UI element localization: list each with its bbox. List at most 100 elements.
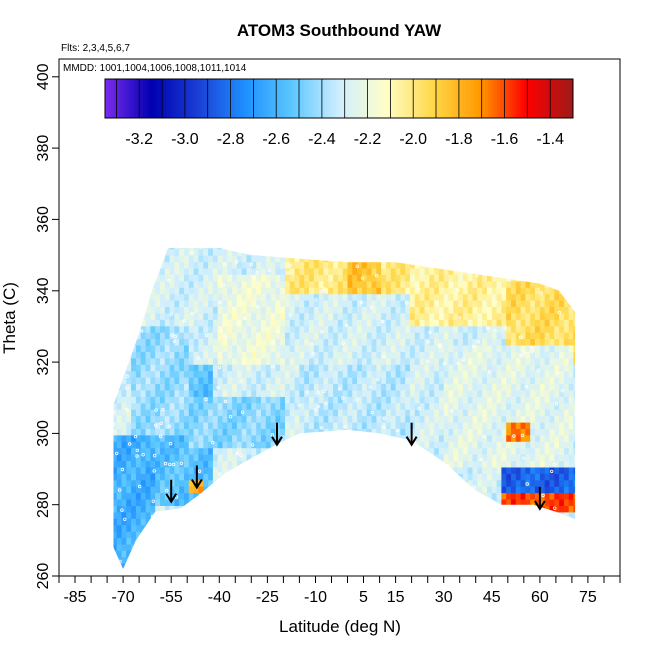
heat-cell: [261, 518, 267, 526]
heat-cell: [261, 486, 267, 494]
heat-cell: [285, 377, 291, 384]
heat-cell: [506, 531, 512, 539]
heat-cell: [443, 364, 450, 372]
heat-cell: [515, 409, 522, 417]
heat-cell: [342, 511, 349, 519]
heat-cell: [347, 499, 353, 506]
heat-cell: [121, 338, 127, 346]
heat-cell: [285, 345, 291, 352]
heat-cell: [289, 550, 296, 558]
heat-cell: [381, 248, 387, 250]
heat-cell: [150, 486, 156, 494]
heat-cell: [525, 248, 531, 256]
heat-cell: [472, 415, 478, 423]
heat-cell: [188, 389, 195, 397]
heat-cell: [414, 454, 421, 462]
heat-cell: [160, 248, 166, 256]
heat-cell: [424, 325, 430, 333]
heat-cell: [414, 261, 421, 269]
heat-cell: [390, 460, 397, 468]
heat-cell: [395, 351, 401, 359]
heat-cell: [438, 518, 445, 526]
heat-cell: [294, 338, 300, 346]
heat-cell: [208, 409, 214, 417]
heat-cell: [549, 428, 555, 436]
heat-cell: [309, 248, 315, 256]
heat-cell: [352, 300, 358, 307]
heat-cell: [246, 306, 252, 314]
heat-cell: [289, 312, 296, 320]
heat-cell: [554, 511, 560, 519]
heat-cell: [140, 364, 147, 372]
heat-cell: [227, 556, 233, 564]
heat-cell: [390, 280, 397, 288]
heat-cell: [323, 531, 329, 539]
heat-cell: [443, 293, 450, 301]
heat-cell: [414, 300, 421, 307]
heat-cell: [467, 389, 474, 397]
heat-cell: [371, 293, 377, 301]
heat-cell: [458, 396, 464, 404]
heat-cell: [265, 492, 272, 500]
heat-cell: [371, 248, 377, 250]
heat-cell: [184, 274, 190, 282]
heat-cell: [400, 524, 406, 532]
heat-cell: [405, 537, 411, 545]
heat-cell: [525, 280, 531, 288]
heat-cell: [535, 306, 541, 314]
heat-cell: [309, 300, 315, 307]
heat-cell: [434, 454, 440, 462]
heat-cell: [559, 543, 565, 551]
heat-cell: [482, 492, 488, 500]
heat-cell: [453, 505, 459, 513]
heat-cell: [563, 505, 570, 513]
heat-cell: [429, 248, 435, 256]
heat-cell: [371, 556, 377, 564]
heat-cell: [169, 319, 175, 327]
heat-cell: [443, 248, 450, 256]
heat-cell: [304, 293, 310, 301]
heat-cell: [227, 364, 233, 372]
heat-cell: [511, 409, 517, 417]
heat-cell: [467, 479, 474, 487]
heat-cell: [174, 312, 180, 320]
heat-cell: [270, 293, 276, 301]
heat-cell: [179, 543, 185, 551]
heat-cell: [131, 332, 137, 340]
heat-cell: [299, 248, 305, 250]
heat-cell: [270, 492, 276, 500]
heat-cell: [448, 518, 454, 526]
heat-cell: [381, 428, 387, 436]
heat-cell: [467, 518, 474, 526]
heat-cell: [232, 338, 238, 346]
heat-cell: [323, 486, 329, 494]
heat-cell: [299, 319, 305, 327]
heat-cell: [511, 473, 517, 481]
heat-cell: [246, 524, 252, 532]
heat-cell: [381, 441, 387, 449]
heat-cell: [236, 556, 243, 564]
heat-cell: [549, 351, 555, 359]
heat-cell: [453, 434, 459, 442]
heat-cell: [535, 447, 541, 455]
heat-cell: [438, 499, 445, 506]
heat-cell: [241, 524, 248, 532]
heat-cell: [198, 345, 204, 352]
heat-cell: [386, 248, 392, 250]
heat-cell: [496, 274, 502, 282]
heat-cell: [227, 415, 233, 423]
heat-cell: [347, 377, 353, 384]
heat-cell: [251, 447, 257, 455]
heat-cell: [381, 524, 387, 532]
heat-cell: [261, 345, 267, 352]
heat-cell: [515, 357, 522, 365]
heat-cell: [337, 524, 344, 532]
heat-cell: [477, 319, 483, 327]
heat-cell: [309, 505, 315, 513]
heat-cell: [410, 486, 416, 494]
heat-cell: [462, 383, 469, 391]
heat-cell: [496, 499, 502, 506]
heat-cell: [222, 441, 228, 449]
heat-cell: [275, 473, 281, 481]
heat-cell: [328, 422, 334, 429]
